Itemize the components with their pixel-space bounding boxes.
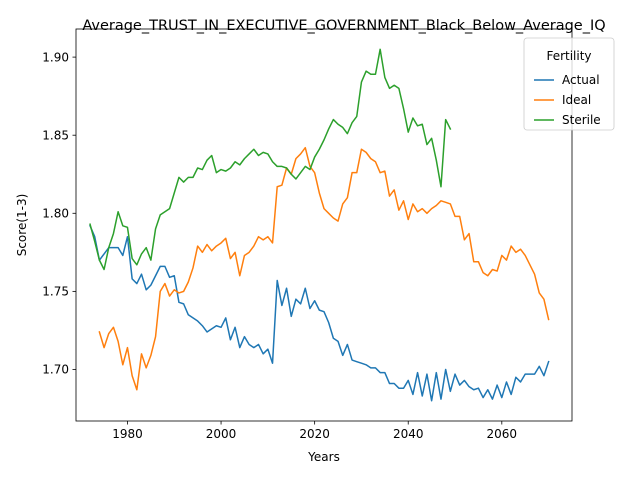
x-axis-ticks: 1980 2000 2020 2040 2060 <box>112 421 517 441</box>
series-line-actual <box>89 224 550 402</box>
chart-title: Average_TRUST_IN_EXECUTIVE_GOVERNMENT_Bl… <box>82 18 605 34</box>
y-tick-label: 1.80 <box>42 206 69 220</box>
legend-label-ideal: Ideal <box>562 93 591 107</box>
y-axis-label: Score(1-3) <box>15 194 29 257</box>
x-tick-label: 2060 <box>487 427 518 441</box>
legend-title: Fertility <box>546 49 591 63</box>
y-axis-ticks: 1.70 1.75 1.80 1.85 1.90 <box>42 50 76 377</box>
plot-frame <box>75 28 573 422</box>
legend-entries: Actual Ideal Sterile <box>534 73 601 127</box>
y-tick-label: 1.70 <box>42 363 69 377</box>
y-tick-label: 1.85 <box>42 128 69 142</box>
plot-lines <box>89 48 550 402</box>
series-line-sterile <box>89 48 452 271</box>
x-tick-label: 2000 <box>206 427 237 441</box>
y-tick-label: 1.75 <box>42 285 69 299</box>
legend-box <box>523 37 615 131</box>
legend: Fertility Actual Ideal Sterile <box>523 37 615 131</box>
legend-label-actual: Actual <box>562 73 600 87</box>
x-tick-label: 2040 <box>393 427 424 441</box>
x-tick-label: 2020 <box>299 427 330 441</box>
legend-label-sterile: Sterile <box>562 113 601 127</box>
series-line-ideal <box>98 146 550 391</box>
x-tick-label: 1980 <box>112 427 143 441</box>
y-tick-label: 1.90 <box>42 50 69 64</box>
x-axis-label: Years <box>307 450 340 464</box>
